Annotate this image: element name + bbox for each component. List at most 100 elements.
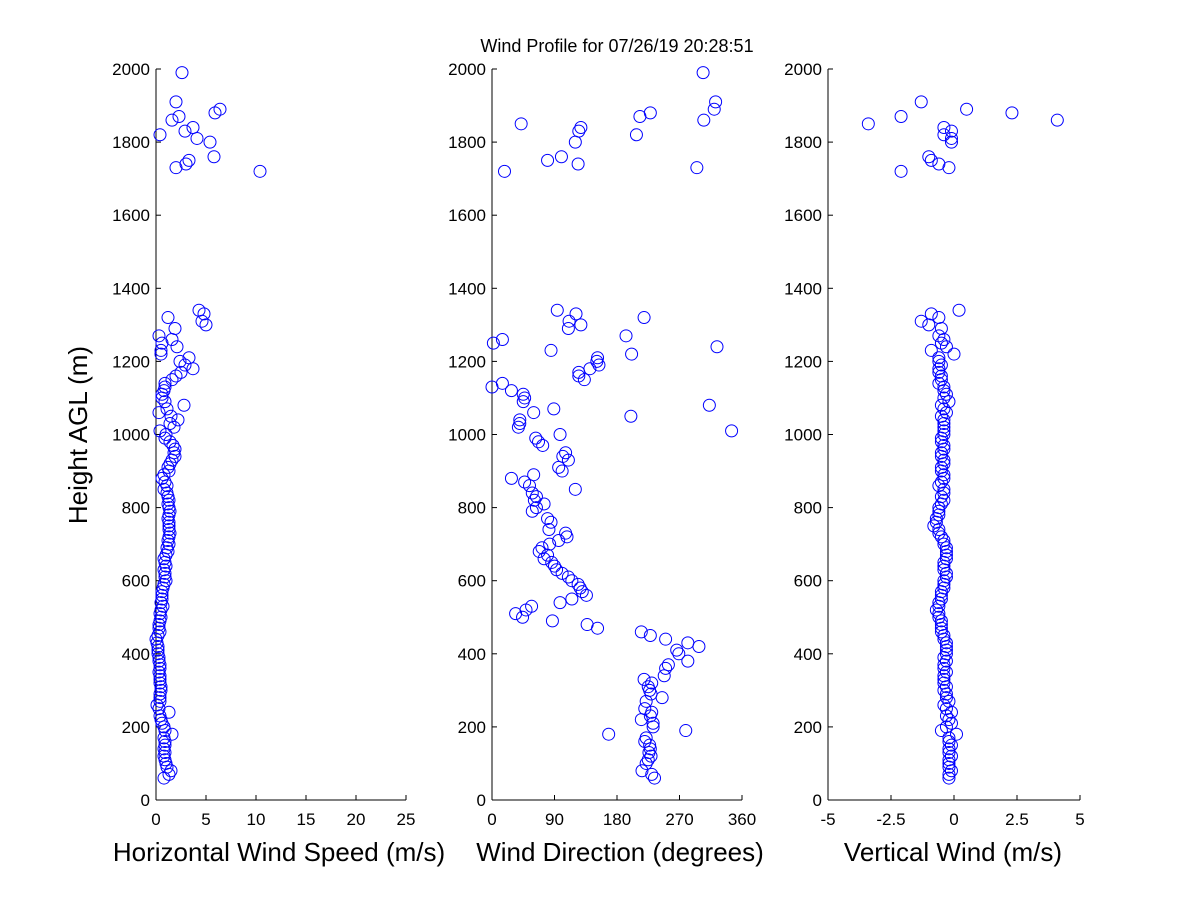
data-point [527,493,541,507]
data-point [554,150,568,164]
data-point [516,395,530,409]
data-point [932,523,946,537]
data-point [950,727,964,741]
data-point [894,110,908,124]
x-tick-label: -5 [820,810,835,829]
data-point [178,358,192,372]
data-point [561,322,575,336]
data-point [199,318,213,332]
data-point [529,501,543,515]
data-point [934,497,948,511]
data-point [164,764,178,778]
data-point [161,311,175,325]
data-point [934,449,948,463]
data-point [195,314,209,328]
y-tick-label: 1600 [112,206,150,225]
data-point [937,493,951,507]
x-tick-label: 25 [397,810,416,829]
data-point [152,650,166,664]
data-point [934,435,948,449]
y-tick-label: 600 [794,572,822,591]
data-point [155,336,169,350]
panel-wind-direction: 0 200 400 600 800 1000 1200 1400 1600 1800 2000 0 90… [448,60,764,867]
y-tick-label: 0 [813,791,822,810]
data-point [168,322,182,336]
data-point [937,482,951,496]
data-point [657,669,671,683]
data-point [579,588,593,602]
data-point [151,629,165,643]
data-point [154,347,168,361]
x-tick-label: 5 [1075,810,1084,829]
data-point [163,457,177,471]
data-point [697,113,711,127]
data-point [543,537,557,551]
data-point [542,523,556,537]
data-point [186,120,200,134]
data-point [646,716,660,730]
x-tick-label: 5 [201,810,210,829]
x-tick-label: 10 [247,810,266,829]
data-point [157,771,171,785]
y-tick-label: 800 [794,499,822,518]
data-point [937,417,951,431]
y-tick-label: 1400 [112,279,150,298]
data-point [152,618,166,632]
data-point [690,161,704,175]
data-point [659,632,673,646]
y-tick-label: 2000 [784,60,822,79]
data-point [932,508,946,522]
data-point [707,102,721,116]
x-tick-label: 0 [151,810,160,829]
data-point [634,713,648,727]
data-point [960,102,974,116]
data-point [155,387,169,401]
data-point [545,555,559,569]
data-point [937,471,951,485]
data-point [190,131,204,145]
data-point [541,512,555,526]
y-tick-label: 800 [122,499,150,518]
data-point [937,650,951,664]
data-point [637,311,651,325]
data-point [922,318,936,332]
data-point [942,767,956,781]
data-point [947,347,961,361]
data-point [514,117,528,131]
panel-horizontal-wind-speed: 0 200 400 600 800 1000 1200 1400 1600 1800 2000 0 5 1… [112,60,445,867]
data-point [532,544,546,558]
data-point [486,336,500,350]
data-point [186,362,200,376]
data-point [203,135,217,149]
data-point [924,307,938,321]
data-point [937,128,951,142]
y-tick-label: 0 [477,791,486,810]
data-point [179,157,193,171]
data-point [169,369,183,383]
y-tick-label: 1000 [784,426,822,445]
data-point [939,680,953,694]
data-point [934,398,948,412]
data-point [154,343,168,357]
data-point [934,490,948,504]
data-point [942,771,956,785]
data-point [937,658,951,672]
data-point [151,639,165,653]
data-point [922,150,936,164]
data-point [158,395,172,409]
data-point [942,756,956,770]
data-point [944,135,958,149]
data-point [562,314,576,328]
data-point [544,515,558,529]
data-point [568,135,582,149]
data-point [939,541,953,555]
data-point [637,672,651,686]
data-point [932,354,946,368]
data-point [641,753,655,767]
data-point [152,702,166,716]
data-point [937,563,951,577]
data-point [153,691,167,705]
data-point [939,643,953,657]
data-point [934,614,948,628]
data-point [639,694,653,708]
